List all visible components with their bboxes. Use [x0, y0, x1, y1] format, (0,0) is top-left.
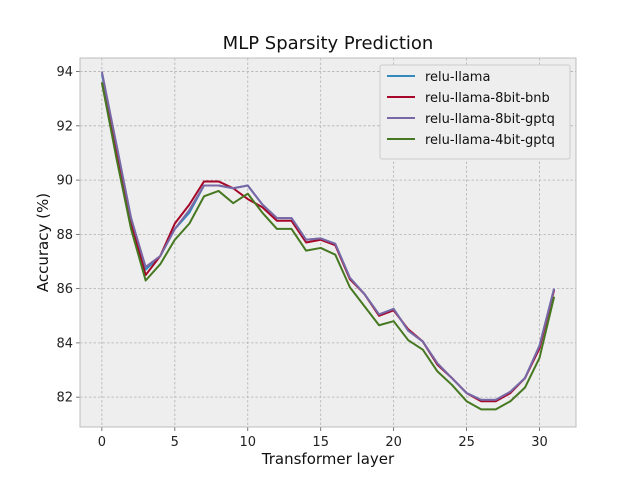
y-axis-label: Accuracy (%)	[34, 193, 52, 292]
x-tick-label: 5	[171, 435, 179, 450]
legend-entry: relu-llama-4bit-gptq	[425, 133, 555, 148]
x-tick-label: 30	[531, 435, 548, 450]
grid-lines	[80, 58, 576, 427]
series-line-relu-llama-8bit-gptq	[100, 71, 556, 401]
y-tick-label: 90	[56, 174, 73, 189]
series-line-relu-llama-4bit-gptq	[100, 82, 556, 411]
y-tick-label: 92	[56, 119, 73, 134]
x-tick-label: 15	[312, 435, 329, 450]
legend-box	[379, 64, 571, 160]
legend: relu-llama relu-llama-8bit-bnb relu-llama-…	[379, 64, 571, 160]
legend-entry: relu-llama-8bit-bnb	[425, 91, 550, 106]
chart-title: MLP Sparsity Prediction	[223, 33, 434, 54]
x-tick-label: 25	[458, 435, 475, 450]
series-line-relu-llama-8bit-bnb	[100, 82, 556, 403]
x-tick-label: 20	[385, 435, 402, 450]
plot-frame	[79, 57, 577, 428]
legend-entry: relu-llama-8bit-gptq	[425, 112, 555, 127]
y-tick-label: 82	[56, 391, 73, 406]
y-tick-label: 94	[56, 65, 73, 80]
y-tick-label: 88	[56, 228, 73, 243]
y-tick-label: 84	[56, 336, 73, 351]
legend-entry: relu-llama	[425, 70, 490, 85]
x-tick-label: 0	[98, 435, 106, 450]
axis-ticks: 0 5 10 15 20 25 30 82 84 86 88 90 92 94	[56, 65, 547, 450]
x-tick-label: 10	[239, 435, 256, 450]
series-lines	[100, 71, 556, 411]
x-axis-label: Transformer layer	[261, 450, 395, 468]
y-tick-label: 86	[56, 282, 73, 297]
